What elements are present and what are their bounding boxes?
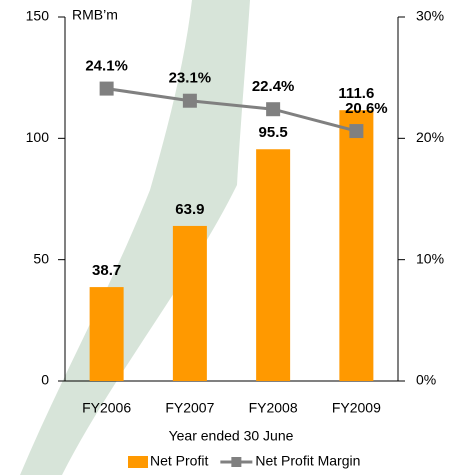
bar (172, 225, 207, 381)
line-value-label: 24.1% (85, 58, 128, 75)
legend-swatch (231, 457, 242, 467)
bar (89, 287, 124, 381)
background-shape (20, 0, 250, 475)
y2-tick-label: 10% (416, 250, 444, 266)
bar-value-label: 111.6 (338, 85, 374, 102)
x-axis-label: Year ended 30 June (169, 428, 294, 444)
bar (256, 149, 291, 381)
bar-value-label: 95.5 (259, 124, 288, 141)
legend-swatch (128, 456, 148, 468)
bar-value-label: 38.7 (92, 262, 121, 279)
y-tick-label: 150 (26, 8, 50, 24)
marker (266, 102, 281, 117)
y2-tick-label: 20% (416, 129, 444, 145)
bar (339, 110, 374, 382)
line-value-label: 20.6% (345, 100, 388, 117)
line (106, 87, 357, 133)
line-value-label: 22.4% (252, 78, 295, 95)
legend-label: Net Profit (150, 453, 208, 469)
legend-label: Net Profit Margin (255, 453, 360, 469)
y2-tick-label: 30% (416, 8, 444, 24)
y-axis-label: RMB’m (72, 7, 118, 23)
x-tick-label: FY2009 (332, 400, 381, 416)
y-tick-label: 0 (41, 372, 49, 388)
x-tick-label: FY2007 (165, 400, 214, 416)
marker (182, 93, 197, 108)
x-tick-label: FY2008 (249, 400, 298, 416)
x-tick-label: FY2006 (82, 400, 131, 416)
marker (349, 124, 364, 139)
bar-value-label: 63.9 (175, 201, 204, 218)
y2-tick-label: 0% (416, 372, 436, 388)
marker (99, 81, 114, 96)
y-tick-label: 100 (26, 129, 50, 145)
y-tick-label: 50 (33, 250, 49, 266)
line-value-label: 23.1% (169, 70, 212, 87)
